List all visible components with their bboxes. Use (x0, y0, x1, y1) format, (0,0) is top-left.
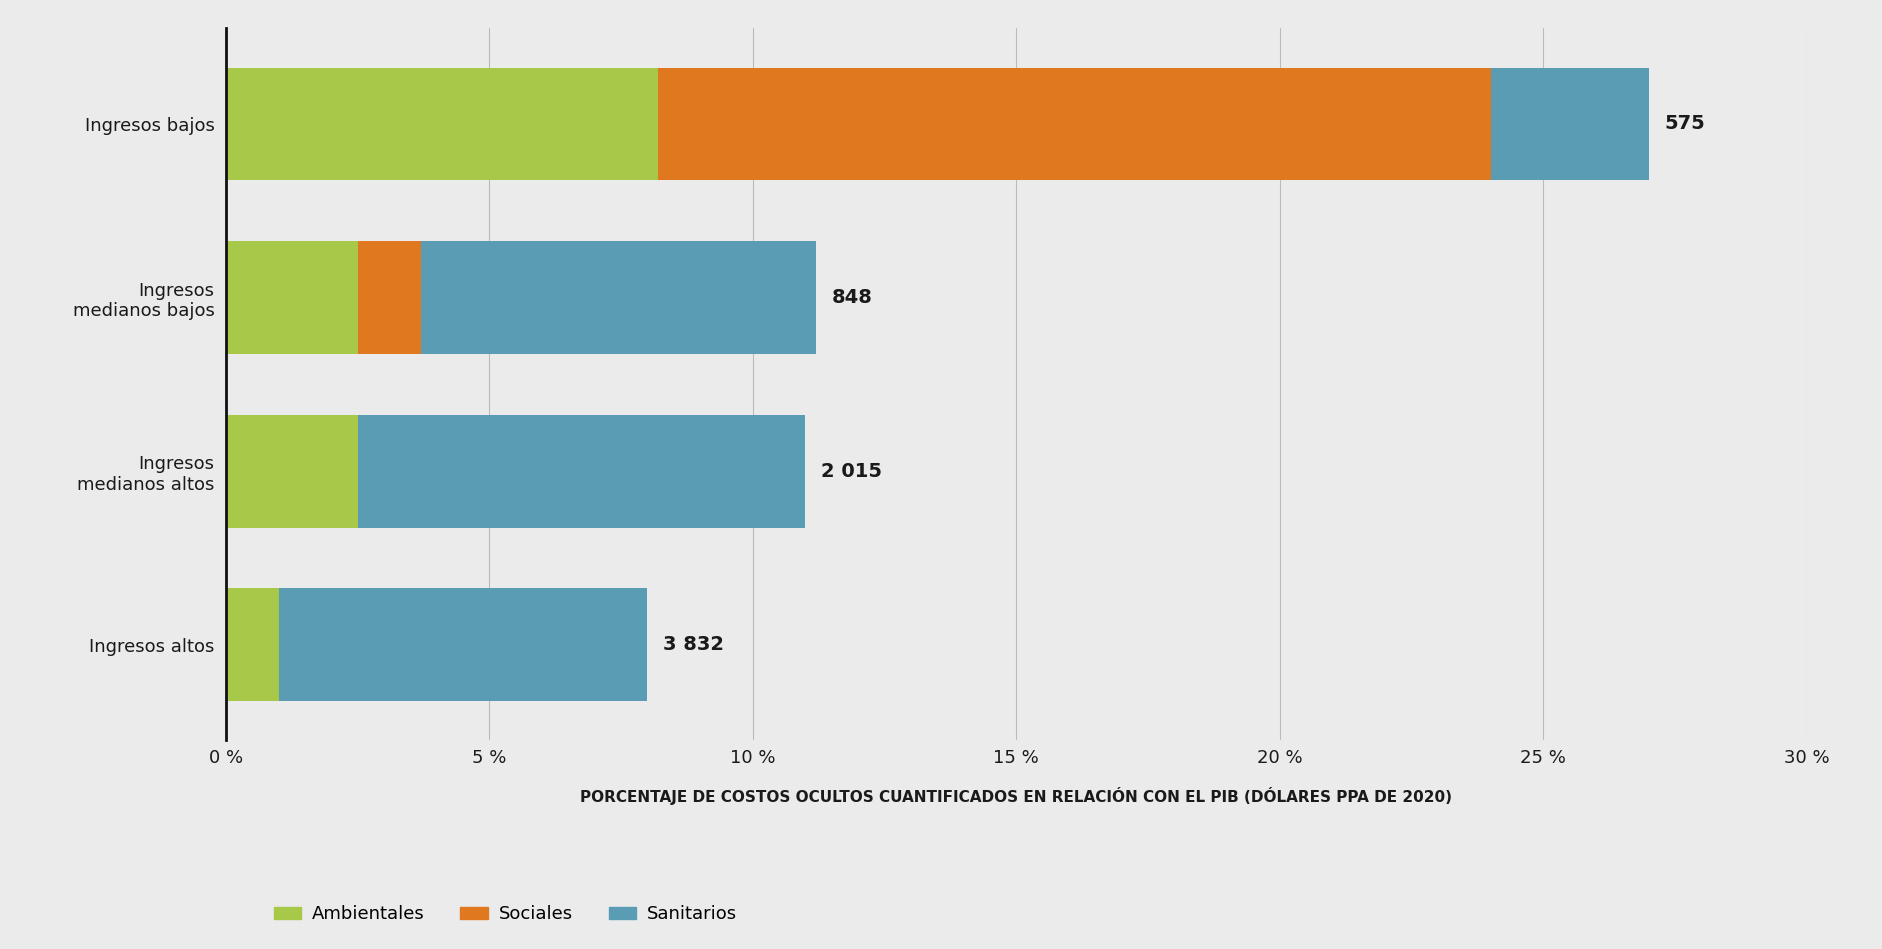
Text: 2 015: 2 015 (821, 461, 883, 480)
Bar (659, 67, 1491, 180)
Bar (226, 415, 358, 528)
Legend: Ambientales, Sociales, Sanitarios: Ambientales, Sociales, Sanitarios (267, 898, 743, 930)
Bar (279, 588, 647, 701)
Bar (226, 588, 279, 701)
Bar (422, 241, 817, 354)
Bar (226, 67, 659, 180)
Bar (226, 241, 358, 354)
X-axis label: PORCENTAJE DE COSTOS OCULTOS CUANTIFICADOS EN RELACIÓN CON EL PIB (DÓLARES PPA D: PORCENTAJE DE COSTOS OCULTOS CUANTIFICAD… (580, 788, 1453, 806)
Text: 848: 848 (832, 288, 873, 307)
Bar (358, 241, 422, 354)
Bar (358, 415, 805, 528)
Text: 575: 575 (1664, 115, 1705, 134)
Text: 3 832: 3 832 (662, 635, 725, 654)
Bar (1491, 67, 1649, 180)
